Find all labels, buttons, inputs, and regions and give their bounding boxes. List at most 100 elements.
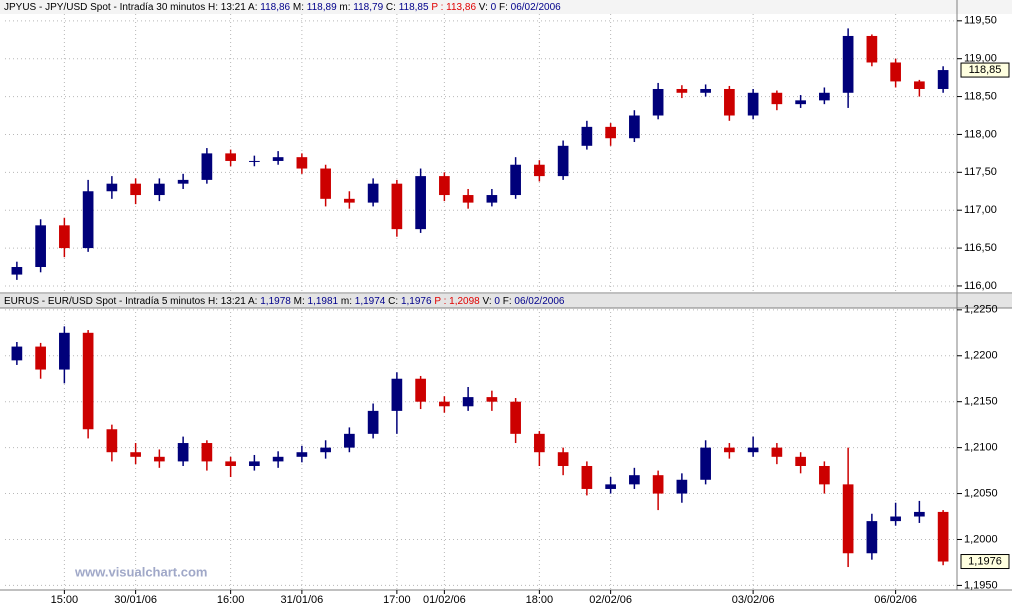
candle-body xyxy=(249,461,260,466)
candle-body xyxy=(795,100,806,105)
candle-body xyxy=(652,475,664,494)
candle-body xyxy=(510,401,521,434)
x-tick-label: 17:00 xyxy=(383,594,411,606)
candle-body xyxy=(59,332,70,370)
candle-body xyxy=(320,447,331,453)
candle-body xyxy=(154,183,165,196)
y-tick-label: 1,1950 xyxy=(964,579,998,591)
field-value: 0 xyxy=(491,2,497,13)
y-tick-label: 118,50 xyxy=(964,90,997,102)
field-label: F: xyxy=(499,2,508,13)
candle-body xyxy=(866,521,878,554)
candle-body xyxy=(747,447,759,453)
field-label: H: xyxy=(208,2,218,13)
candle-body xyxy=(557,145,569,177)
candle-body xyxy=(819,92,830,101)
field-label: V: xyxy=(479,2,488,13)
field-value: 1,1978 xyxy=(260,296,291,307)
y-tick-label: 116,00 xyxy=(964,280,997,292)
field-value: 1,1976 xyxy=(401,296,432,307)
x-tick-label: 02/02/06 xyxy=(589,594,632,606)
candle-body xyxy=(771,447,783,457)
field-value: 06/02/2006 xyxy=(514,296,564,307)
candle-body xyxy=(320,168,331,199)
candle-body xyxy=(296,452,308,457)
candle-body xyxy=(581,465,593,489)
header-bar xyxy=(0,0,1012,14)
x-tick-label: 16:00 xyxy=(217,594,245,606)
candle-body xyxy=(439,401,450,407)
field-label: P : xyxy=(434,296,446,307)
x-tick-label: 31/01/06 xyxy=(280,594,323,606)
x-tick-label: 18:00 xyxy=(526,594,554,606)
candle-body xyxy=(771,92,783,105)
candle-body xyxy=(534,433,545,453)
field-label: H: xyxy=(208,296,218,307)
candle-body xyxy=(344,433,355,448)
field-value: 118,86 xyxy=(260,2,290,13)
candle-body xyxy=(676,479,688,494)
y-tick-label: 117,50 xyxy=(964,166,997,178)
candle-body xyxy=(819,465,830,485)
y-tick-label: 117,00 xyxy=(964,204,997,216)
candle-body xyxy=(842,35,854,93)
field-value: 13:21 xyxy=(221,2,246,13)
candle-body xyxy=(201,153,213,180)
candle-body xyxy=(130,452,141,457)
panel-header: JPYUS - JPY/USD Spot - Intradía 30 minut… xyxy=(4,2,561,13)
candle-body xyxy=(890,516,901,522)
candle-body xyxy=(462,397,474,407)
candle-body xyxy=(890,62,901,82)
watermark: www.visualchart.com xyxy=(74,564,207,579)
candle-body xyxy=(486,195,498,203)
candle-body xyxy=(510,164,521,196)
field-label: A: xyxy=(248,2,257,13)
y-tick-label: 1,2100 xyxy=(964,442,998,454)
candle-body xyxy=(391,183,403,230)
x-tick-label: 03/02/06 xyxy=(732,594,775,606)
field-value: 13:21 xyxy=(221,296,246,307)
candle-body xyxy=(795,456,806,466)
field-label: P : xyxy=(431,2,443,13)
candle-body xyxy=(201,443,213,462)
candle-body xyxy=(534,164,545,177)
candle-body xyxy=(35,225,46,268)
field-value: 0 xyxy=(494,296,500,307)
candle-body xyxy=(439,176,450,196)
y-tick-label: 118,00 xyxy=(964,128,997,140)
candle-body xyxy=(486,397,498,402)
last-price-box xyxy=(960,62,1010,78)
candle-body xyxy=(272,157,284,161)
field-value: 1,1974 xyxy=(355,296,386,307)
candle-body xyxy=(724,88,735,116)
field-value: 06/02/2006 xyxy=(511,2,561,13)
y-tick-label: 1,2000 xyxy=(964,533,998,545)
y-tick-label: 1,2150 xyxy=(964,396,998,408)
instrument-name: EURUS - EUR/USD Spot - Intradía 5 minuto… xyxy=(4,296,205,307)
y-tick-label: 1,2050 xyxy=(964,487,998,499)
field-label: A: xyxy=(248,296,257,307)
candle-body xyxy=(225,153,236,161)
candle-body xyxy=(629,115,640,139)
field-value: 118,85 xyxy=(399,2,429,13)
field-label: C: xyxy=(386,2,396,13)
candle-body xyxy=(605,126,616,139)
candle-body xyxy=(82,332,94,430)
candle-body xyxy=(391,378,403,411)
candle-body xyxy=(937,511,949,562)
field-value: 113,86 xyxy=(446,2,476,13)
candle-body xyxy=(296,157,308,169)
y-tick-label: 116,50 xyxy=(964,242,997,254)
candle-body xyxy=(724,447,735,453)
x-tick-label: 30/01/06 xyxy=(114,594,157,606)
field-label: M: xyxy=(293,2,304,13)
candle-body xyxy=(367,410,379,434)
y-tick-label: 119,50 xyxy=(964,15,997,27)
candle-body xyxy=(367,183,379,203)
last-price-label: 1,1976 xyxy=(968,555,1002,567)
candle-body xyxy=(130,183,141,196)
field-value: 1,1981 xyxy=(308,296,339,307)
candle-body xyxy=(415,378,426,402)
x-tick-label: 15:00 xyxy=(51,594,79,606)
